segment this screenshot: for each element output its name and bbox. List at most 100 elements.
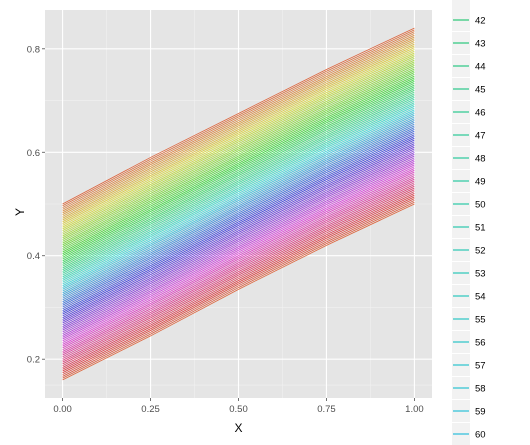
legend-label: 53: [475, 269, 486, 280]
series-line: [62, 68, 415, 246]
series-line: [62, 191, 415, 368]
legend-label: 46: [475, 108, 486, 119]
series-line: [62, 70, 415, 247]
series-line: [62, 141, 415, 319]
legend-label: 59: [475, 407, 486, 418]
legend-label: 49: [475, 177, 486, 188]
legend-label: 45: [475, 85, 486, 96]
series-line: [62, 100, 415, 278]
series-line: [62, 66, 415, 244]
series-line: [62, 155, 415, 333]
series-line: [62, 164, 415, 342]
series-line: [62, 153, 415, 331]
series-line: [62, 29, 415, 207]
series-line: [62, 33, 415, 210]
series-line: [62, 123, 415, 301]
series-line: [62, 176, 415, 354]
series-line: [62, 95, 415, 272]
series-line: [62, 54, 415, 232]
series-line: [62, 45, 415, 223]
series-line: [62, 143, 415, 320]
series-line: [62, 162, 415, 340]
series-line: [62, 114, 415, 292]
series-line: [62, 185, 415, 363]
series-line: [62, 75, 415, 253]
series-line: [62, 184, 415, 361]
series-line: [62, 171, 415, 349]
series-line: [62, 49, 415, 226]
series-line: [62, 97, 415, 274]
series-line: [62, 27, 415, 205]
series-line: [62, 132, 415, 310]
series-line: [62, 72, 415, 249]
series-line: [62, 192, 415, 370]
series-line: [62, 34, 415, 212]
legend: 42 43 44 45 46 47 48 49 50 51 52 53 54 55 56 57 58 59 60: [452, 0, 486, 445]
series-line: [62, 166, 415, 343]
series-line: [62, 116, 415, 294]
series-line: [62, 98, 415, 276]
series-line: [62, 200, 415, 377]
legend-label: 54: [475, 292, 486, 303]
series-line: [62, 168, 415, 345]
series-lines: [62, 27, 415, 381]
legend-label: 44: [475, 62, 486, 73]
legend-label: 50: [475, 200, 486, 211]
legend-key-strip: [452, 0, 470, 445]
series-line: [62, 196, 415, 374]
series-line: [62, 81, 415, 258]
y-tick-label: 0.8: [27, 44, 40, 55]
legend-label: 55: [475, 315, 486, 326]
legend-label: 57: [475, 361, 486, 372]
legend-label: 56: [475, 338, 486, 349]
y-tick-label: 0.4: [27, 251, 40, 262]
legend-label: 48: [475, 154, 486, 165]
series-line: [62, 102, 415, 279]
series-line: [62, 136, 415, 313]
series-line: [62, 105, 415, 283]
series-line: [62, 104, 415, 281]
series-line: [62, 59, 415, 237]
legend-label: 51: [475, 223, 486, 234]
series-line: [62, 182, 415, 359]
series-line: [62, 118, 415, 295]
series-line: [62, 107, 415, 285]
series-line: [62, 41, 415, 219]
series-line: [62, 198, 415, 375]
series-line: [62, 113, 415, 290]
series-line: [62, 52, 415, 230]
series-line: [62, 88, 415, 265]
series-line: [62, 150, 415, 327]
series-line: [62, 40, 415, 217]
series-line: [62, 173, 415, 351]
series-line: [62, 169, 415, 347]
series-line: [62, 137, 415, 315]
series-line: [62, 130, 415, 308]
legend-label: 52: [475, 246, 486, 257]
series-line: [62, 50, 415, 228]
series-line: [62, 194, 415, 372]
x-tick-label: 0.50: [229, 404, 248, 415]
series-line: [62, 82, 415, 260]
series-line: [62, 84, 415, 262]
series-line: [62, 91, 415, 269]
series-line: [62, 201, 415, 379]
legend-label: 58: [475, 384, 486, 395]
series-line: [62, 189, 415, 367]
series-line: [62, 134, 415, 311]
series-line: [62, 120, 415, 297]
series-line: [62, 175, 415, 352]
series-line: [62, 187, 415, 365]
series-line: [62, 159, 415, 336]
series-line: [62, 89, 415, 267]
x-tick-label: 0.25: [141, 404, 160, 415]
series-line: [62, 109, 415, 287]
series-line: [62, 38, 415, 216]
series-line: [62, 129, 415, 306]
series-line: [62, 125, 415, 303]
series-line: [62, 31, 415, 208]
series-line: [62, 36, 415, 214]
legend-label: 60: [475, 430, 486, 441]
series-line: [62, 148, 415, 326]
x-tick-label: 0.00: [53, 404, 72, 415]
